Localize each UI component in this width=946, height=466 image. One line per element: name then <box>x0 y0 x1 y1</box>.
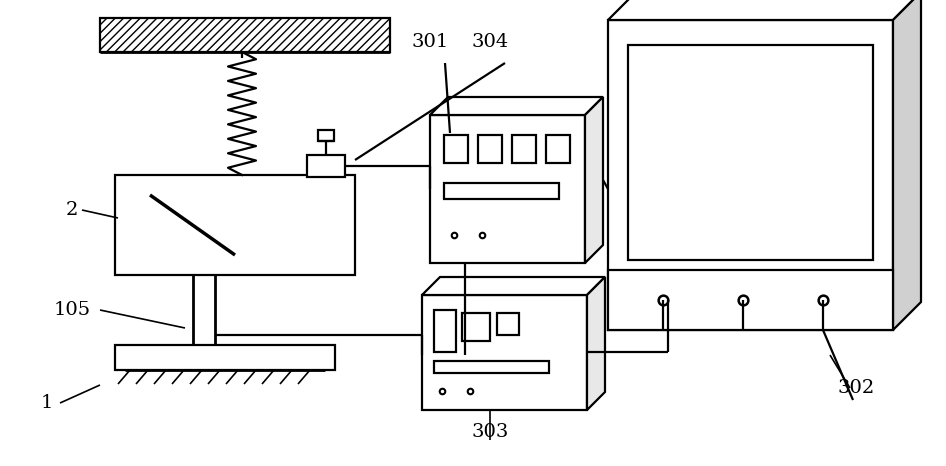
Text: 105: 105 <box>53 301 91 319</box>
Polygon shape <box>422 277 605 295</box>
Bar <box>444 183 559 199</box>
Bar <box>608 20 893 330</box>
Bar <box>100 18 390 52</box>
Bar <box>422 295 587 410</box>
Text: 1: 1 <box>41 394 53 412</box>
Text: 302: 302 <box>837 379 875 397</box>
Text: 2: 2 <box>66 201 79 219</box>
Bar <box>628 45 873 260</box>
Text: 301: 301 <box>412 33 448 51</box>
Bar <box>497 313 519 335</box>
Bar <box>115 345 335 370</box>
Bar <box>318 130 334 141</box>
Bar <box>307 155 345 177</box>
Text: 303: 303 <box>471 423 509 441</box>
Polygon shape <box>608 0 921 20</box>
Bar <box>462 313 490 341</box>
Bar <box>444 135 468 163</box>
Bar <box>434 361 549 373</box>
Bar <box>608 270 893 330</box>
Bar <box>546 135 570 163</box>
Polygon shape <box>430 97 603 115</box>
Polygon shape <box>893 0 921 330</box>
Bar <box>512 135 536 163</box>
Bar <box>430 115 585 263</box>
Text: 304: 304 <box>471 33 509 51</box>
Bar <box>478 135 502 163</box>
Bar <box>115 175 355 275</box>
Polygon shape <box>585 97 603 263</box>
Polygon shape <box>587 277 605 410</box>
Bar <box>434 310 456 352</box>
